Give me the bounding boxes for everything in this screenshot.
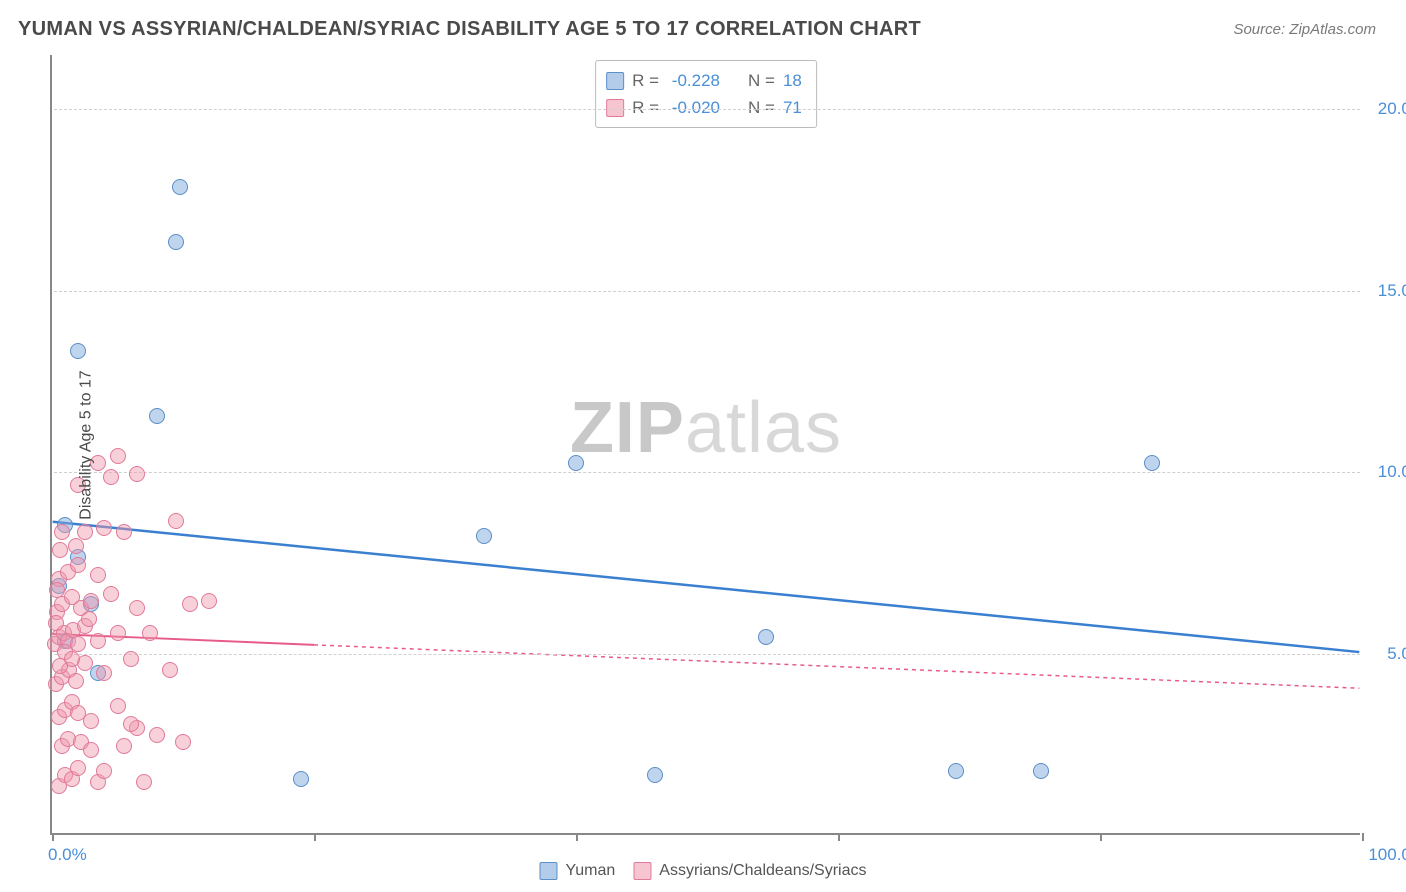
n-value: 71	[783, 94, 802, 121]
gridline	[54, 472, 1360, 473]
scatter-point-assyrians	[96, 665, 112, 681]
scatter-point-assyrians	[70, 557, 86, 573]
scatter-point-yuman	[758, 629, 774, 645]
legend-label: Yuman	[565, 862, 615, 880]
gridline	[54, 291, 1360, 292]
legend-swatch	[539, 862, 557, 880]
scatter-point-yuman	[168, 234, 184, 250]
scatter-point-assyrians	[83, 742, 99, 758]
scatter-point-assyrians	[77, 524, 93, 540]
scatter-point-yuman	[70, 343, 86, 359]
r-label: R =	[632, 67, 664, 94]
scatter-point-assyrians	[136, 774, 152, 790]
scatter-point-assyrians	[70, 760, 86, 776]
legend-swatch	[633, 862, 651, 880]
y-tick-label: 20.0%	[1378, 99, 1406, 119]
scatter-point-assyrians	[48, 615, 64, 631]
scatter-point-assyrians	[162, 662, 178, 678]
scatter-point-assyrians	[110, 625, 126, 641]
scatter-point-yuman	[149, 408, 165, 424]
scatter-point-assyrians	[68, 538, 84, 554]
scatter-point-assyrians	[123, 716, 139, 732]
n-label: N =	[748, 94, 775, 121]
scatter-point-assyrians	[168, 513, 184, 529]
plot-region: ZIPatlas R = -0.228 N = 18 R = -0.020 N …	[50, 55, 1360, 835]
scatter-point-yuman	[172, 179, 188, 195]
scatter-point-yuman	[948, 763, 964, 779]
scatter-point-assyrians	[103, 586, 119, 602]
n-value: 18	[783, 67, 802, 94]
legend-item: Yuman	[539, 862, 615, 880]
x-axis-min-label: 0.0%	[48, 845, 87, 865]
source-label: Source: ZipAtlas.com	[1233, 21, 1376, 38]
y-tick-label: 5.0%	[1387, 644, 1406, 664]
scatter-point-assyrians	[110, 448, 126, 464]
scatter-point-assyrians	[129, 600, 145, 616]
scatter-point-assyrians	[81, 611, 97, 627]
x-tick	[1362, 833, 1364, 841]
legend-label: Assyrians/Chaldeans/Syriacs	[659, 862, 866, 880]
scatter-point-assyrians	[129, 466, 145, 482]
x-tick	[314, 833, 316, 841]
scatter-point-assyrians	[52, 542, 68, 558]
watermark: ZIPatlas	[570, 387, 842, 469]
r-label: R =	[632, 94, 664, 121]
scatter-point-assyrians	[175, 734, 191, 750]
n-label: N =	[748, 67, 775, 94]
r-value: -0.020	[672, 94, 720, 121]
scatter-point-assyrians	[83, 713, 99, 729]
scatter-point-assyrians	[90, 567, 106, 583]
scatter-point-assyrians	[182, 596, 198, 612]
x-tick	[838, 833, 840, 841]
scatter-point-assyrians	[142, 625, 158, 641]
x-tick	[1100, 833, 1102, 841]
correlation-row: R = -0.228 N = 18	[606, 67, 802, 94]
legend-item: Assyrians/Chaldeans/Syriacs	[633, 862, 866, 880]
x-tick	[52, 833, 54, 841]
watermark-rest: atlas	[685, 388, 842, 468]
x-tick	[576, 833, 578, 841]
y-tick-label: 15.0%	[1378, 281, 1406, 301]
scatter-point-assyrians	[49, 582, 65, 598]
r-value: -0.228	[672, 67, 720, 94]
scatter-point-assyrians	[96, 763, 112, 779]
gridline	[54, 654, 1360, 655]
correlation-legend: R = -0.228 N = 18 R = -0.020 N = 71	[595, 60, 817, 128]
scatter-point-assyrians	[149, 727, 165, 743]
scatter-point-yuman	[568, 455, 584, 471]
correlation-row: R = -0.020 N = 71	[606, 94, 802, 121]
scatter-point-assyrians	[110, 698, 126, 714]
legend-swatch	[606, 99, 624, 117]
scatter-point-assyrians	[116, 738, 132, 754]
chart-title: YUMAN VS ASSYRIAN/CHALDEAN/SYRIAC DISABI…	[18, 18, 921, 41]
scatter-point-assyrians	[96, 520, 112, 536]
x-axis-max-label: 100.0%	[1368, 845, 1406, 865]
scatter-point-assyrians	[83, 593, 99, 609]
y-tick-label: 10.0%	[1378, 462, 1406, 482]
series-legend: Yuman Assyrians/Chaldeans/Syriacs	[539, 862, 866, 880]
scatter-point-assyrians	[52, 658, 68, 674]
scatter-point-yuman	[476, 528, 492, 544]
scatter-point-assyrians	[90, 633, 106, 649]
gridline	[54, 109, 1360, 110]
scatter-point-yuman	[1144, 455, 1160, 471]
scatter-point-assyrians	[201, 593, 217, 609]
y-axis-label: Disability Age 5 to 17	[78, 370, 96, 519]
scatter-point-assyrians	[123, 651, 139, 667]
watermark-bold: ZIP	[570, 388, 685, 468]
scatter-point-assyrians	[68, 673, 84, 689]
legend-swatch	[606, 72, 624, 90]
scatter-point-assyrians	[54, 524, 70, 540]
scatter-point-assyrians	[116, 524, 132, 540]
scatter-point-yuman	[647, 767, 663, 783]
scatter-point-yuman	[293, 771, 309, 787]
chart-area: ZIPatlas R = -0.228 N = 18 R = -0.020 N …	[50, 55, 1360, 835]
scatter-point-assyrians	[103, 469, 119, 485]
scatter-point-yuman	[1033, 763, 1049, 779]
